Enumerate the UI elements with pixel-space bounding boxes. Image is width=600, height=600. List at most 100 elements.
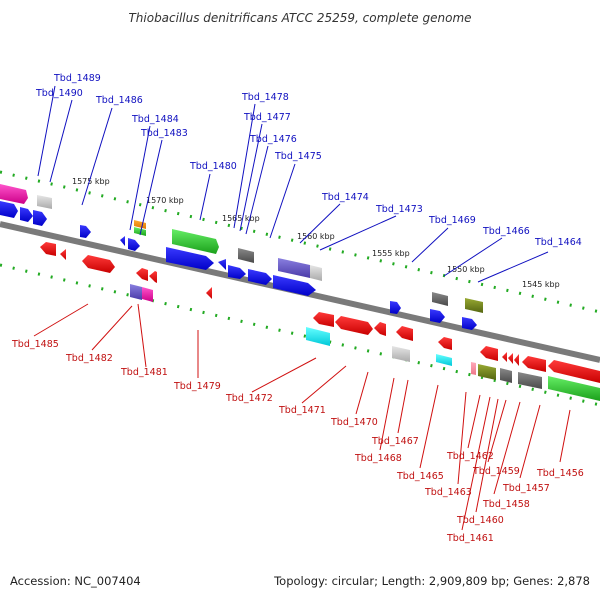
gene-feature[interactable] — [502, 352, 507, 362]
gene-label[interactable]: Tbd_1466 — [482, 226, 530, 237]
gene-feature[interactable] — [120, 236, 125, 246]
gene-feature[interactable] — [130, 284, 142, 300]
gene-feature[interactable] — [390, 301, 401, 314]
gene-feature[interactable] — [518, 372, 542, 389]
gene-feature[interactable] — [432, 292, 448, 306]
gene-feature[interactable] — [514, 354, 519, 366]
gene-label[interactable]: Tbd_1469 — [428, 215, 476, 226]
gene-feature[interactable] — [478, 364, 496, 380]
gene-feature[interactable] — [548, 376, 600, 401]
gene-label[interactable]: Tbd_1482 — [65, 353, 113, 364]
gene-feature[interactable] — [522, 356, 546, 372]
gene-feature[interactable] — [206, 287, 212, 299]
gene-label[interactable]: Tbd_1479 — [173, 381, 221, 392]
gene-label[interactable]: Tbd_1473 — [375, 204, 423, 215]
gene-label[interactable]: Tbd_1463 — [424, 487, 472, 498]
gene-feature[interactable] — [306, 327, 330, 346]
gene-feature[interactable] — [228, 265, 246, 279]
gene-label[interactable]: Tbd_1456 — [536, 468, 584, 479]
ruler-label: 1550 kbp — [447, 265, 485, 274]
gene-feature[interactable] — [0, 201, 18, 218]
ruler-label: 1575 kbp — [72, 177, 110, 186]
gene-feature[interactable] — [20, 207, 33, 222]
gene-label[interactable]: Tbd_1471 — [278, 405, 326, 416]
gene-feature[interactable] — [548, 360, 600, 383]
gene-feature[interactable] — [313, 312, 334, 327]
accession-text: Accession: NC_007404 — [10, 574, 141, 588]
gene-label[interactable]: Tbd_1483 — [140, 128, 188, 139]
gene-feature[interactable] — [374, 322, 386, 336]
gene-feature[interactable] — [335, 316, 373, 335]
gene-feature[interactable] — [40, 242, 56, 256]
gene-feature[interactable] — [142, 287, 153, 302]
gene-feature[interactable] — [218, 259, 226, 270]
map-title: Thiobacillus denitrificans ATCC 25259, c… — [128, 11, 471, 25]
bottom-gene-labels: Tbd_1485 Tbd_1482 Tbd_1481 Tbd_1479 Tbd_… — [11, 339, 584, 544]
gene-feature[interactable] — [33, 210, 47, 226]
gene-feature[interactable] — [396, 326, 413, 341]
gene-feature[interactable] — [60, 249, 66, 260]
gene-label[interactable]: Tbd_1480 — [189, 161, 237, 172]
gene-label[interactable]: Tbd_1477 — [243, 112, 291, 123]
genome-info-text: Topology: circular; Length: 2,909,809 bp… — [273, 574, 590, 588]
gene-feature[interactable] — [273, 275, 316, 296]
gene-feature[interactable] — [37, 195, 52, 209]
gene-label[interactable]: Tbd_1464 — [534, 237, 582, 248]
top-leader-lines — [37, 85, 549, 283]
gene-feature[interactable] — [462, 317, 477, 330]
gene-label[interactable]: Tbd_1472 — [225, 393, 273, 404]
gene-label[interactable]: Tbd_1476 — [249, 134, 297, 145]
gene-label[interactable]: Tbd_1486 — [95, 95, 143, 106]
lower-gene-track — [40, 242, 600, 401]
gene-label[interactable]: Tbd_1467 — [371, 436, 419, 447]
gene-feature[interactable] — [172, 229, 219, 254]
ruler-label: 1565 kbp — [222, 214, 260, 223]
gene-label[interactable]: Tbd_1474 — [321, 192, 369, 203]
gene-feature[interactable] — [278, 258, 310, 278]
gene-label[interactable]: Tbd_1465 — [396, 471, 444, 482]
upper-gene-track — [0, 184, 483, 330]
gene-feature[interactable] — [480, 346, 498, 361]
gene-feature[interactable] — [128, 238, 140, 251]
gene-label[interactable]: Tbd_1481 — [120, 367, 168, 378]
gene-feature[interactable] — [508, 353, 513, 364]
ruler-label: 1545 kbp — [522, 280, 560, 289]
gene-label[interactable]: Tbd_1478 — [241, 92, 289, 103]
gene-feature[interactable] — [136, 268, 148, 281]
gene-feature[interactable] — [166, 247, 214, 270]
gene-feature[interactable] — [430, 309, 445, 323]
gene-label[interactable]: Tbd_1490 — [35, 88, 83, 99]
ruler-label: 1560 kbp — [297, 232, 335, 241]
gene-label[interactable]: Tbd_1468 — [354, 453, 402, 464]
gene-feature[interactable] — [82, 255, 115, 273]
gene-label[interactable]: Tbd_1457 — [502, 483, 550, 494]
gene-feature[interactable] — [500, 368, 512, 383]
bottom-leader-lines — [33, 303, 571, 531]
top-gene-labels: Tbd_1489 Tbd_1490 Tbd_1486 Tbd_1484 Tbd_… — [35, 73, 582, 248]
gene-feature[interactable] — [0, 184, 28, 204]
gene-label[interactable]: Tbd_1461 — [446, 533, 494, 544]
gene-label[interactable]: Tbd_1485 — [11, 339, 59, 350]
ruler-label: 1570 kbp — [146, 196, 184, 205]
gene-feature[interactable] — [471, 362, 476, 375]
gene-feature[interactable] — [134, 227, 146, 236]
gene-label[interactable]: Tbd_1460 — [456, 515, 504, 526]
gene-label[interactable]: Tbd_1489 — [53, 73, 101, 84]
gene-feature[interactable] — [248, 269, 272, 285]
ruler-label: 1555 kbp — [372, 249, 410, 258]
gene-label[interactable]: Tbd_1475 — [274, 151, 322, 162]
gene-feature[interactable] — [392, 346, 410, 362]
gene-label[interactable]: Tbd_1458 — [482, 499, 530, 510]
gene-feature[interactable] — [310, 265, 322, 281]
gene-label[interactable]: Tbd_1470 — [330, 417, 378, 428]
gene-label[interactable]: Tbd_1462 — [446, 451, 494, 462]
gene-feature[interactable] — [465, 298, 483, 313]
gene-feature[interactable] — [438, 337, 452, 350]
gene-feature[interactable] — [238, 248, 254, 263]
gene-feature[interactable] — [149, 271, 157, 283]
gene-feature[interactable] — [436, 354, 452, 366]
gene-label[interactable]: Tbd_1459 — [472, 466, 520, 477]
gene-feature[interactable] — [80, 225, 91, 238]
gene-label[interactable]: Tbd_1484 — [131, 114, 179, 125]
